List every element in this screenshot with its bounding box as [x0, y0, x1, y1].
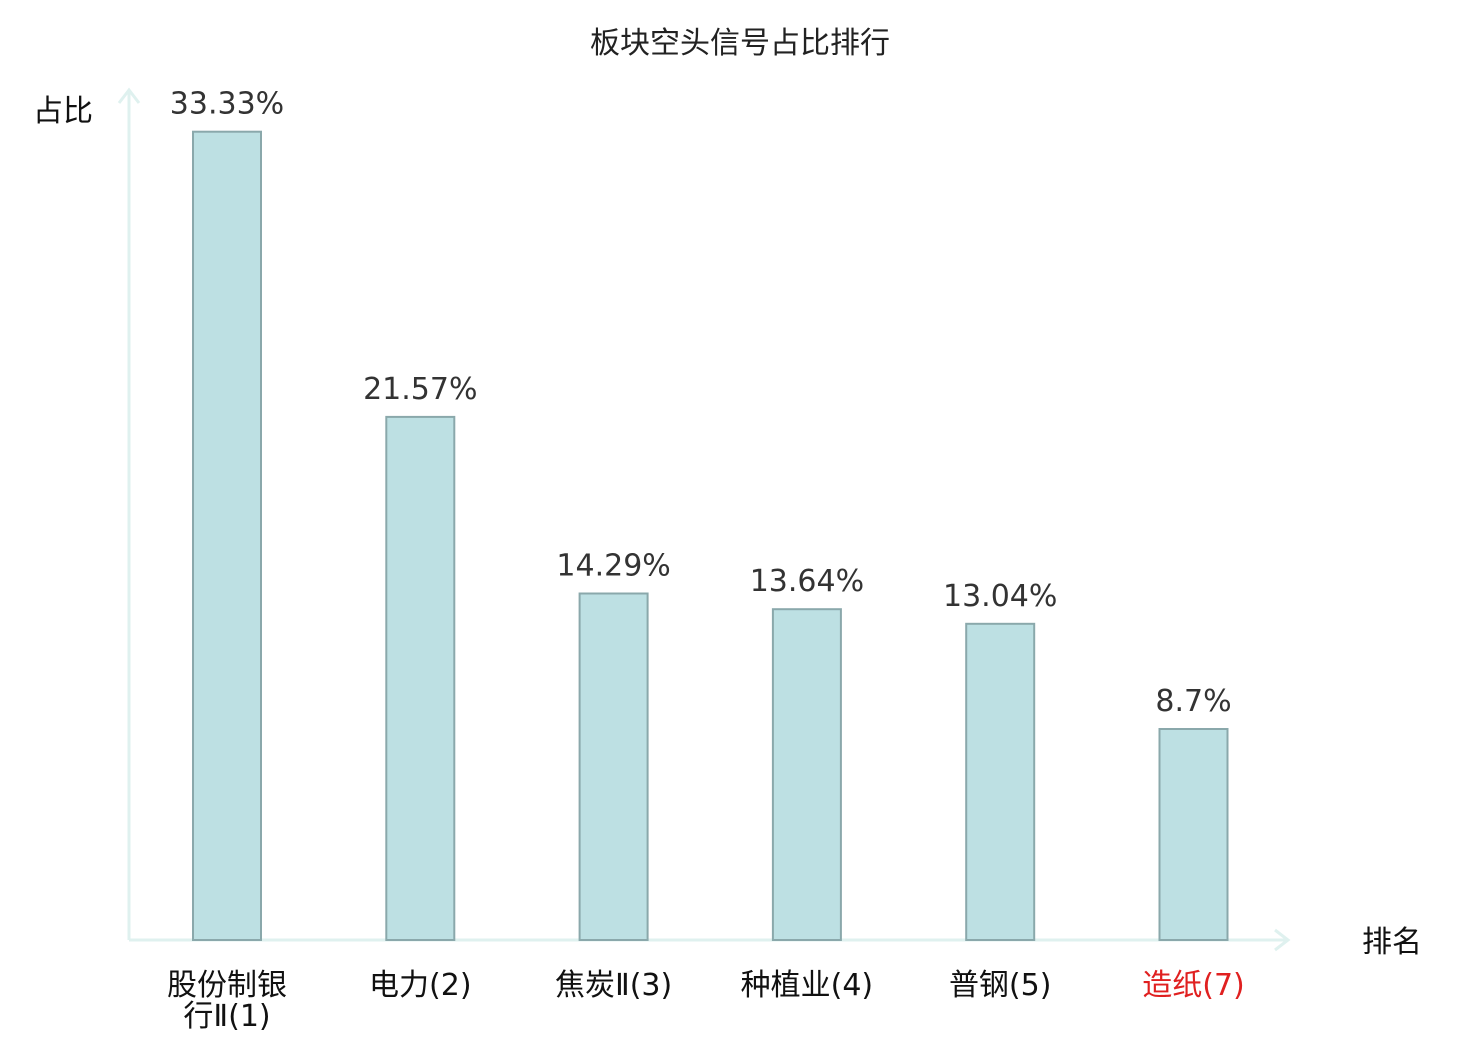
x-axis	[129, 928, 1291, 952]
bar	[192, 130, 262, 941]
category-label: 造纸(7)	[1142, 968, 1245, 1003]
bar-value-label: 33.33%	[170, 87, 284, 122]
chart-title: 板块空头信号占比排行	[590, 26, 890, 61]
bar-value-label: 8.7%	[1155, 684, 1231, 719]
category-label: 电力(2)	[369, 968, 472, 1003]
bar	[1158, 728, 1229, 941]
y-axis-label: 占比	[33, 94, 93, 129]
bar	[385, 415, 456, 941]
bar-value-label: 13.04%	[943, 579, 1057, 614]
category-labels: 股份制银行Ⅱ(1) 电力(2) 焦炭Ⅱ(3) 种植业(4) 普钢(5) 造纸(7)	[167, 968, 1245, 1034]
category-label: 焦炭Ⅱ(3)	[555, 968, 672, 1003]
x-axis-label: 排名	[1362, 925, 1422, 960]
data-labels: 33.33% 21.57% 14.29% 13.64% 13.04% 8.7%	[170, 87, 1232, 719]
bar-value-label: 21.57%	[363, 372, 477, 407]
bar-value-label: 13.64%	[750, 564, 864, 599]
y-axis	[117, 87, 141, 940]
bar	[578, 592, 649, 941]
category-label: 普钢(5)	[949, 968, 1052, 1003]
category-label: 种植业(4)	[741, 968, 874, 1003]
bar	[771, 608, 842, 941]
bar	[965, 622, 1036, 941]
category-label: 股份制银行Ⅱ(1)	[167, 968, 287, 1034]
bar-value-label: 14.29%	[556, 549, 670, 584]
bar-series	[192, 130, 1229, 941]
